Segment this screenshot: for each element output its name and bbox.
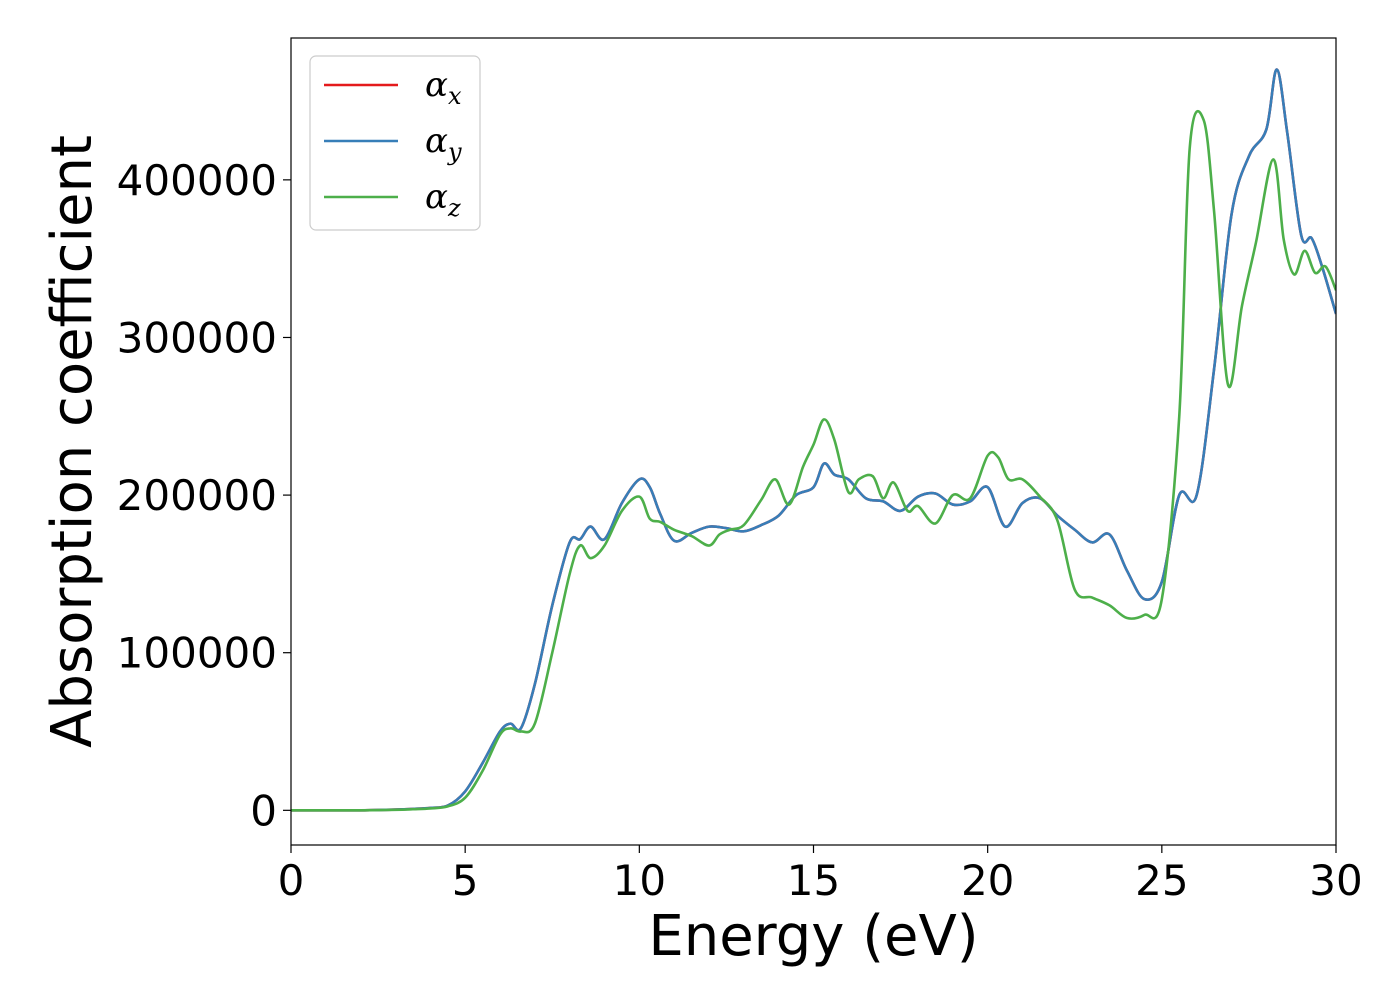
series-line-y <box>291 68 1336 812</box>
series-layer <box>291 68 1336 812</box>
y-axis-label: Absorption coefficient <box>40 135 105 748</box>
legend-box <box>309 55 481 231</box>
y-tick-label: 100000 <box>117 629 277 678</box>
y-axis-ticks: 0 100000 200000 300000 400000 <box>117 156 291 835</box>
x-axis-ticks: 0 5 10 15 20 25 30 <box>278 845 1363 905</box>
legend-label-y: αy <box>425 121 462 166</box>
y-tick-label: 200000 <box>117 471 277 520</box>
legend-label-x: αx <box>425 65 462 110</box>
x-tick-label: 15 <box>787 856 840 905</box>
x-tick-label: 10 <box>613 856 666 905</box>
y-tick-label: 300000 <box>117 313 277 362</box>
x-tick-label: 20 <box>961 856 1014 905</box>
x-tick-label: 30 <box>1309 856 1362 905</box>
y-tick-label: 400000 <box>117 156 277 205</box>
series-line-z <box>291 109 1336 812</box>
x-tick-label: 5 <box>452 856 479 905</box>
legend: αx αy αz <box>309 55 481 231</box>
x-tick-label: 0 <box>278 856 305 905</box>
x-tick-label: 25 <box>1135 856 1188 905</box>
legend-label-z: αz <box>425 177 461 222</box>
y-tick-label: 0 <box>250 786 277 835</box>
x-axis-label: Energy (eV) <box>648 904 978 969</box>
